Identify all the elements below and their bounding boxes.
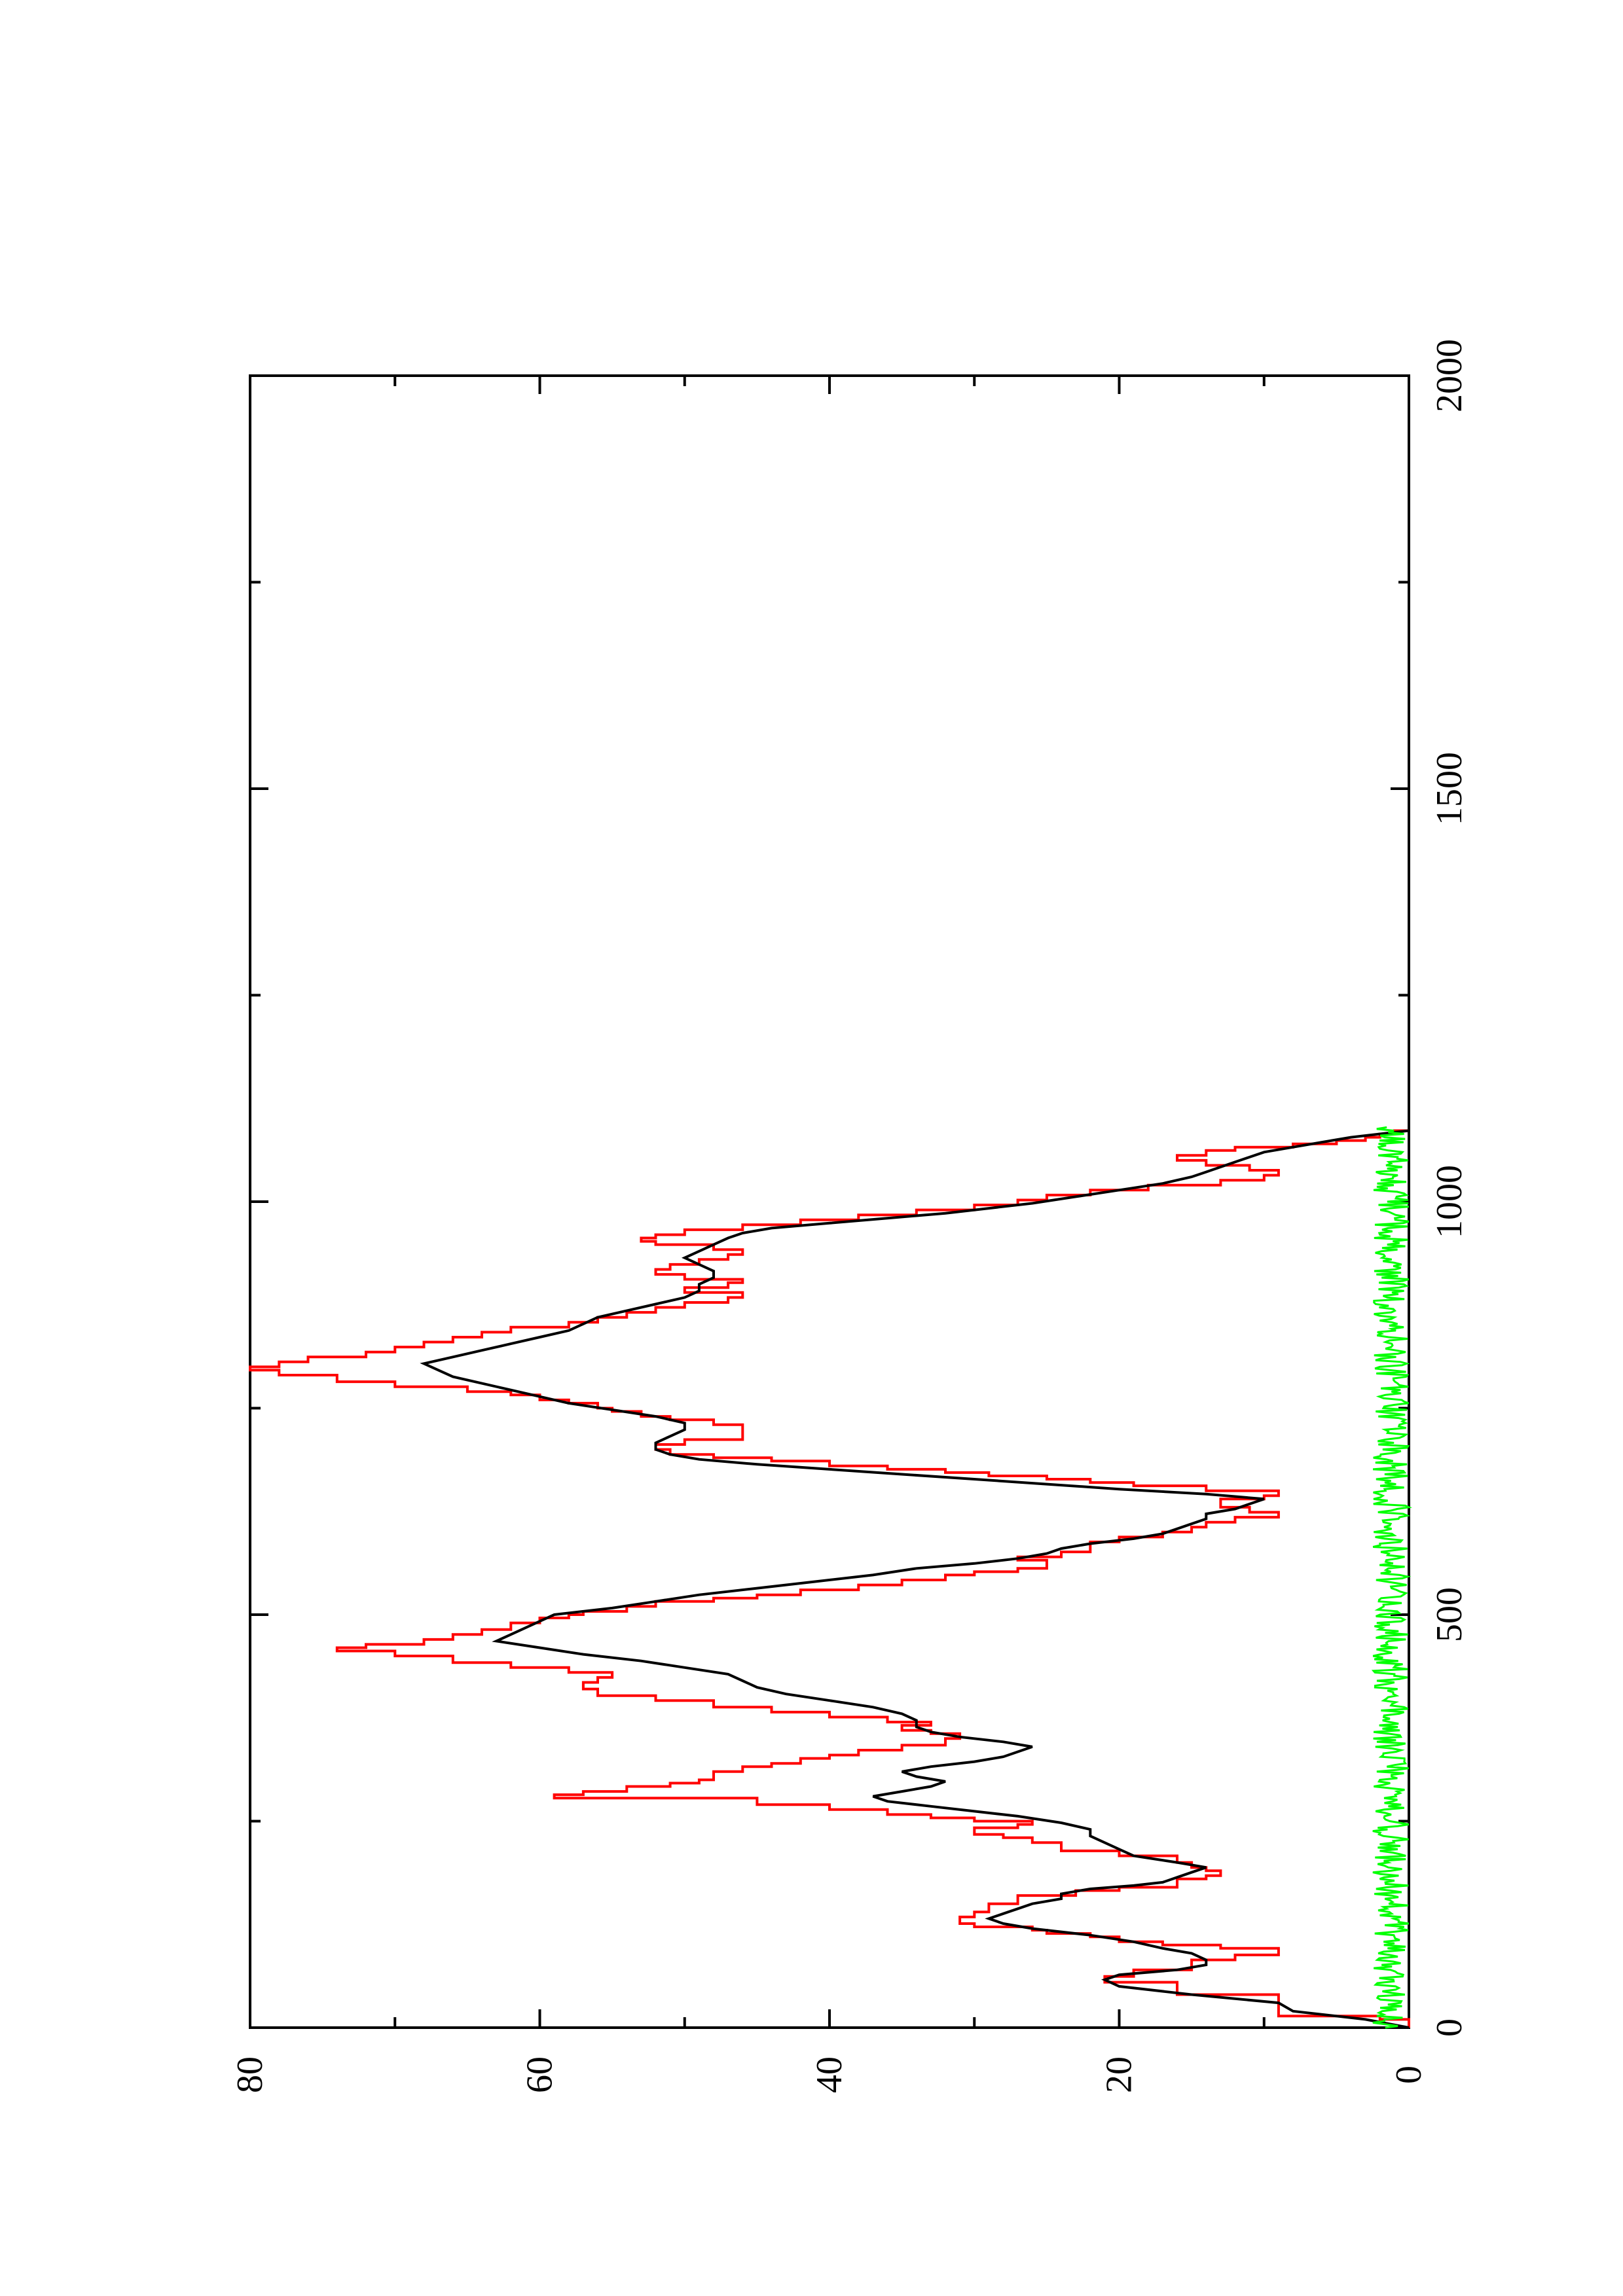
x-tick-label: 1500 <box>1429 752 1470 825</box>
x-tick-label: 0 <box>1429 2018 1470 2037</box>
series-line-2 <box>420 1129 1410 2029</box>
y-tick-label: 0 <box>1389 2066 1429 2084</box>
y-tick-label: 20 <box>1099 2056 1140 2093</box>
y-tick-label: 40 <box>809 2056 850 2093</box>
series-layer <box>249 1126 1413 2029</box>
x-tick-label: 1000 <box>1429 1165 1470 1238</box>
y-tick-label: 80 <box>230 2056 270 2093</box>
series-line-1 <box>249 1129 1410 2028</box>
y-tick-label: 60 <box>520 2056 560 2093</box>
x-axis: 0 500 1000 1500 2000 <box>250 339 1470 2037</box>
x-tick-label: 500 <box>1429 1587 1470 1642</box>
x-tick-label: 2000 <box>1429 339 1470 412</box>
series-line-3 <box>1371 1126 1413 2029</box>
